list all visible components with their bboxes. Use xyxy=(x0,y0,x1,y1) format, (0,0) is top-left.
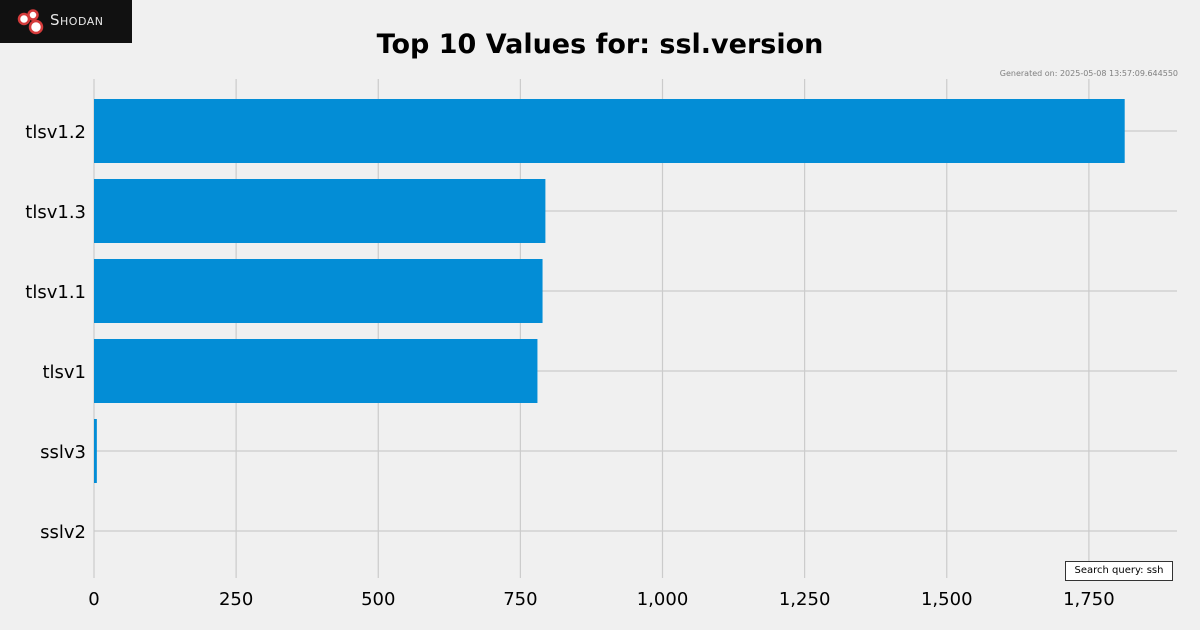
logo-text: Shodan xyxy=(50,11,104,29)
bar-tlsv1-1 xyxy=(94,259,543,323)
y-tick-label: tlsv1.1 xyxy=(25,282,86,303)
x-tick-labels: 0 250 500 750 1,000 1,250 1,500 1,750 xyxy=(88,589,1114,610)
x-tick-label: 750 xyxy=(503,589,537,610)
search-query-box: Search query: ssh xyxy=(1065,561,1173,581)
x-tick-label: 500 xyxy=(361,589,395,610)
x-tick-label: 1,250 xyxy=(779,589,831,610)
y-tick-label: sslv3 xyxy=(40,442,86,463)
x-tick-label: 1,000 xyxy=(637,589,689,610)
x-tick-label: 0 xyxy=(88,589,99,610)
x-tick-label: 250 xyxy=(219,589,253,610)
chart-title: Top 10 Values for: ssl.version xyxy=(376,29,824,60)
x-tick-label: 1,750 xyxy=(1063,589,1115,610)
y-tick-label: sslv2 xyxy=(40,522,86,543)
shodan-logo-icon xyxy=(17,9,44,35)
bar-tlsv1 xyxy=(94,339,538,403)
x-tick-label: 1,500 xyxy=(921,589,973,610)
y-tick-label: tlsv1 xyxy=(42,362,86,383)
bar-tlsv1-2 xyxy=(94,99,1125,163)
y-tick-label: tlsv1.2 xyxy=(25,122,86,143)
y-tick-labels: tlsv1.2 tlsv1.3 tlsv1.1 tlsv1 sslv3 sslv2 xyxy=(25,122,86,543)
y-tick-label: tlsv1.3 xyxy=(25,202,86,223)
bars xyxy=(94,99,1125,483)
generated-timestamp: Generated on: 2025-05-08 13:57:09.644550 xyxy=(999,69,1178,78)
bar-tlsv1-3 xyxy=(94,179,546,243)
shodan-logo: Shodan xyxy=(0,0,132,43)
bar-sslv3 xyxy=(94,419,97,483)
